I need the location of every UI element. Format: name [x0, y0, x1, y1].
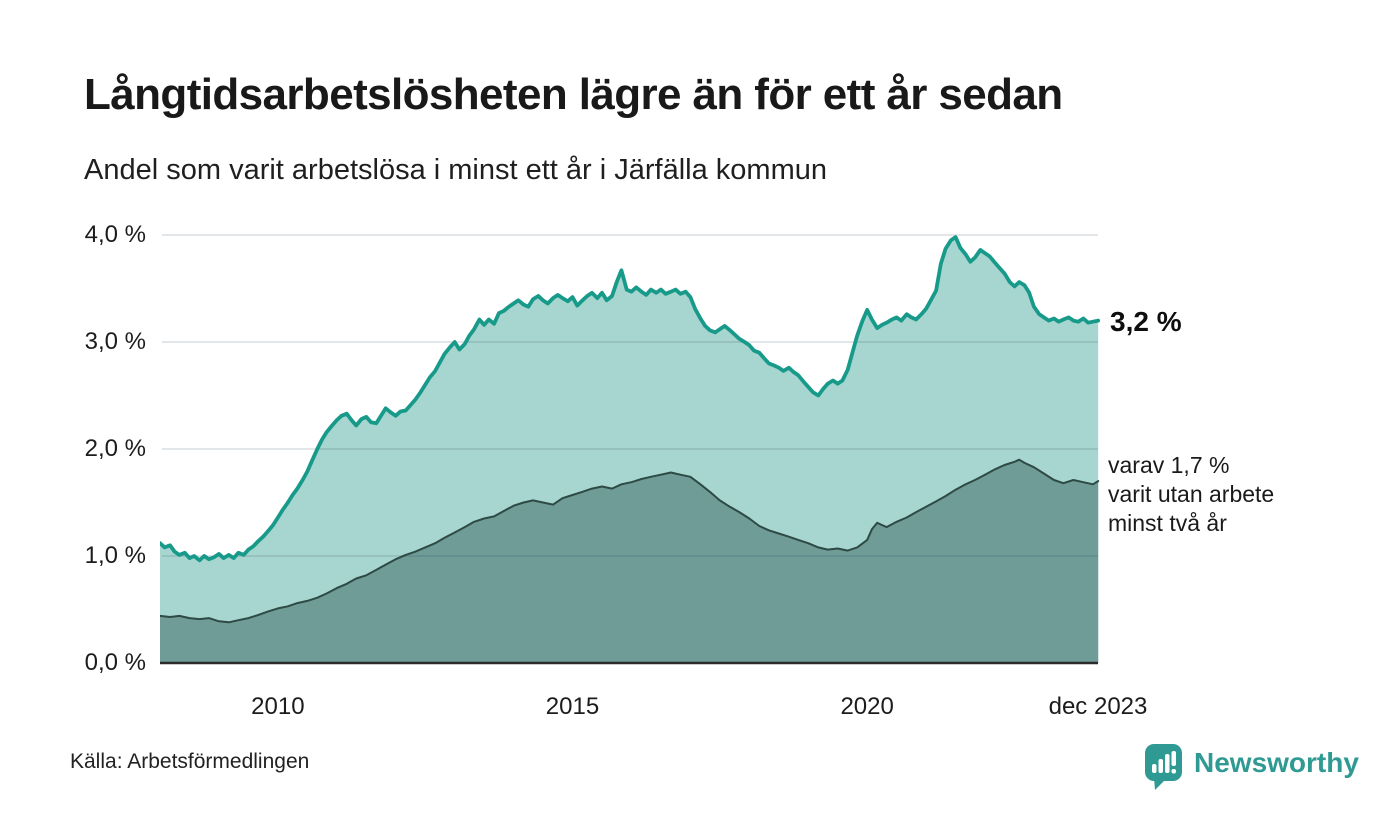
- x-tick-label: dec 2023: [1048, 693, 1148, 720]
- y-tick-label: 4,0 %: [84, 221, 146, 248]
- source-caption: Källa: Arbetsförmedlingen: [70, 750, 310, 773]
- two-year-annotation-line: minst två år: [1108, 510, 1227, 537]
- y-tick-label: 0,0 %: [84, 649, 146, 676]
- area-two-years: [160, 459, 1099, 663]
- line-total: [160, 235, 1100, 563]
- area-chart: [160, 234, 1100, 665]
- page-subtitle: Andel som varit arbetslösa i minst ett å…: [84, 154, 827, 186]
- y-tick-label: 1,0 %: [84, 542, 146, 569]
- newsworthy-logo-icon: [1145, 744, 1182, 790]
- y-tick-label: 3,0 %: [84, 328, 146, 355]
- latest-value-annotation: 3,2 %: [1110, 305, 1182, 337]
- two-year-annotation-line: varav 1,7 %: [1108, 452, 1230, 479]
- line-two-years: [160, 458, 1100, 624]
- y-tick-label: 2,0 %: [84, 435, 146, 462]
- two-year-annotation-line: varit utan arbete: [1108, 481, 1275, 508]
- x-tick-label: 2015: [545, 693, 600, 720]
- page-title: Långtidsarbetslösheten lägre än för ett …: [84, 70, 1063, 119]
- x-tick-label: 2020: [840, 693, 894, 720]
- newsworthy-logo: Newsworthy: [1142, 741, 1359, 791]
- two-year-annotation: varav 1,7 % varit utan arbete minst två …: [1108, 451, 1274, 538]
- newsworthy-logo-text: Newsworthy: [1194, 747, 1359, 778]
- x-tick-label: 2010: [251, 693, 305, 720]
